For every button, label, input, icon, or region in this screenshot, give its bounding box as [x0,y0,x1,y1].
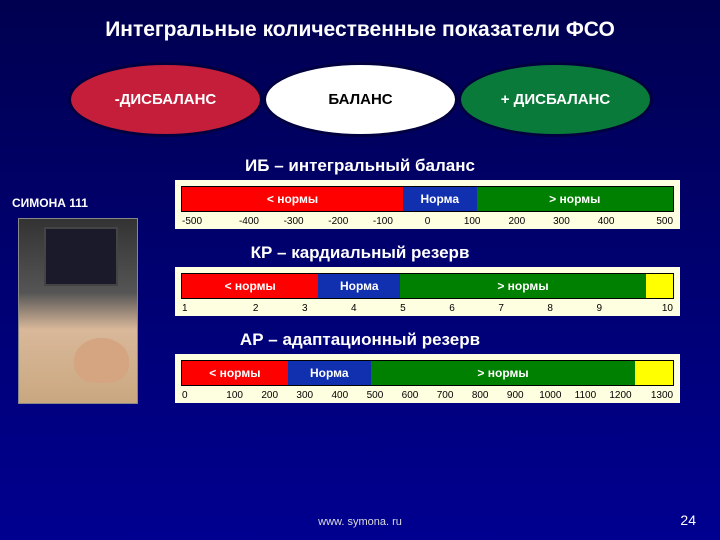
scale-canvas: < нормыНорма> нормы -500-400-300-200-1000… [175,180,680,229]
ellipse-balance: БАЛАНС [263,62,458,137]
tick-label: 100 [450,216,495,227]
scale-segment: > нормы [400,274,646,298]
tick-label: 6 [427,303,476,314]
scale-block: < нормыНорма> нормы -500-400-300-200-1000… [175,180,680,229]
scale-block: < нормыНорма> нормы 010020030040050060070… [175,354,680,403]
scale-segment [635,361,673,385]
tick-label: 700 [428,390,463,401]
tick-label: 300 [539,216,584,227]
tick-label: 500 [357,390,392,401]
tick-label: 200 [494,216,539,227]
scale-ticks: -500-400-300-200-1000100200300400500 [181,216,674,227]
tick-label: 1000 [533,390,568,401]
tick-label: -500 [182,216,227,227]
tick-label: 2 [231,303,280,314]
scale-canvas: < нормыНорма> нормы 12345678910 [175,267,680,316]
tick-label: -300 [271,216,316,227]
scale-segment: > нормы [477,187,673,211]
tick-label: 1300 [638,390,673,401]
page-number: 24 [680,512,696,528]
scale-bar: < нормыНорма> нормы [181,360,674,386]
tick-label: 9 [575,303,624,314]
tick-label: 1200 [603,390,638,401]
scale-segment: < нормы [182,187,403,211]
scale-segment: > нормы [371,361,635,385]
tick-label: 8 [526,303,575,314]
scale-segment: Норма [288,361,371,385]
tick-label: 600 [392,390,427,401]
scale-segment: Норма [403,187,477,211]
tick-label: 800 [463,390,498,401]
tick-label: 400 [584,216,629,227]
footer-url: www. symona. ru [0,516,720,528]
tick-label: 10 [624,303,673,314]
scale-ticks: 0100200300400500600700800900100011001200… [181,390,674,401]
tick-label: -400 [227,216,272,227]
tick-label: 5 [378,303,427,314]
scale-heading: ИБ – интегральный баланс [0,156,720,176]
ellipse-positive-imbalance: + ДИСБАЛАНС [458,62,653,137]
scale-bar: < нормыНорма> нормы [181,273,674,299]
device-photo [18,218,138,404]
ellipse-negative-imbalance: -ДИСБАЛАНС [68,62,263,137]
tick-label: 200 [252,390,287,401]
scale-segment: < нормы [182,361,288,385]
tick-label: 300 [287,390,322,401]
tick-label: 0 [405,216,450,227]
tick-label: 400 [322,390,357,401]
scale-canvas: < нормыНорма> нормы 010020030040050060070… [175,354,680,403]
tick-label: 1 [182,303,231,314]
scale-bar: < нормыНорма> нормы [181,186,674,212]
tick-label: 100 [217,390,252,401]
scale-block: < нормыНорма> нормы 12345678910 [175,267,680,316]
tick-label: 7 [477,303,526,314]
scale-segment [646,274,673,298]
tick-label: 900 [498,390,533,401]
tick-label: 0 [182,390,217,401]
slide-title: Интегральные количественные показатели Ф… [0,0,720,52]
tick-label: 4 [329,303,378,314]
tick-label: 3 [280,303,329,314]
scale-segment: < нормы [182,274,318,298]
tick-label: -200 [316,216,361,227]
ellipse-row: -ДИСБАЛАНС БАЛАНС + ДИСБАЛАНС [0,62,720,142]
device-name-label: СИМОНА 111 [12,196,88,210]
scale-segment: Норма [318,274,400,298]
tick-label: 1100 [568,390,603,401]
tick-label: -100 [361,216,406,227]
scale-ticks: 12345678910 [181,303,674,314]
tick-label: 500 [628,216,673,227]
